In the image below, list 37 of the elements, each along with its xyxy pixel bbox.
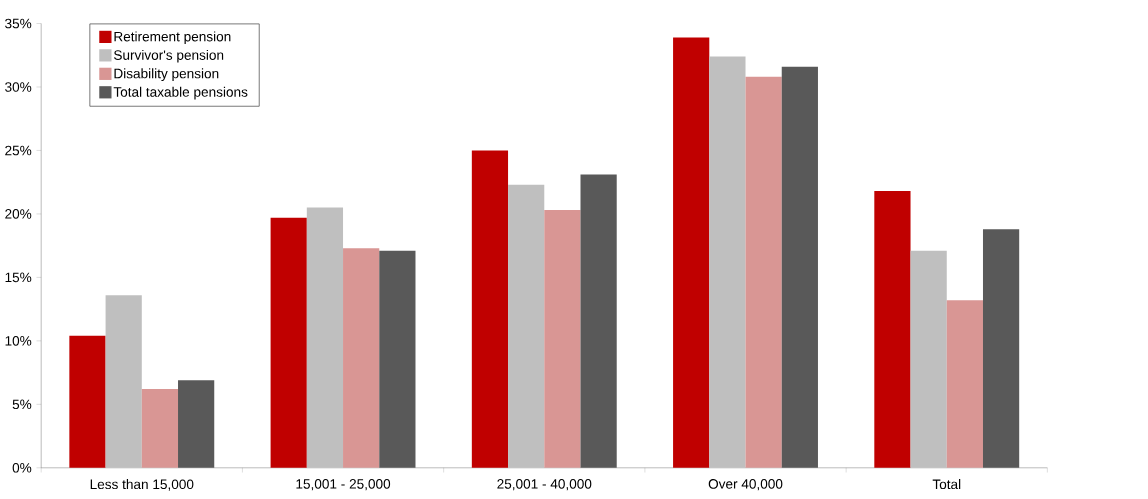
y-tick-label: 25% [5,145,32,156]
bar [471,150,509,468]
y-tick-label: 0% [12,463,32,473]
bar [270,217,307,468]
x-tick-label: Over 40,000 [708,479,783,491]
y-tick-label: 35% [5,18,32,29]
y-tick-label: 10% [5,336,32,346]
bar [141,389,179,468]
y-tick-label: 20% [5,209,32,219]
bar [673,37,710,468]
bar [910,250,947,468]
legend-label: Total taxable pensions [113,86,248,100]
bar [781,66,818,468]
bar [580,174,617,468]
bar [745,76,782,468]
bar [178,380,215,468]
bar [306,207,344,468]
legend-label: Survivor's pension [114,49,224,63]
bar [982,229,1020,468]
bar [946,300,983,468]
y-tick-label: 30% [5,82,32,92]
bar [544,210,581,468]
x-tick-label: 15,001 - 25,000 [296,479,391,491]
legend-label: Retirement pension [114,31,231,45]
bar [709,56,746,468]
x-tick-label: Total [932,479,961,490]
bar [105,295,142,468]
x-tick-label: Less than 15,000 [90,479,194,491]
x-tick-label: 25,001 - 40,000 [497,479,592,491]
bar [508,184,545,468]
bar [379,250,416,468]
y-tick-label: 15% [5,272,32,283]
bar [874,191,911,468]
y-tick-label: 5% [12,399,32,410]
legend-label: Disability pension [114,68,219,82]
bar [343,248,380,468]
bar [69,335,106,468]
